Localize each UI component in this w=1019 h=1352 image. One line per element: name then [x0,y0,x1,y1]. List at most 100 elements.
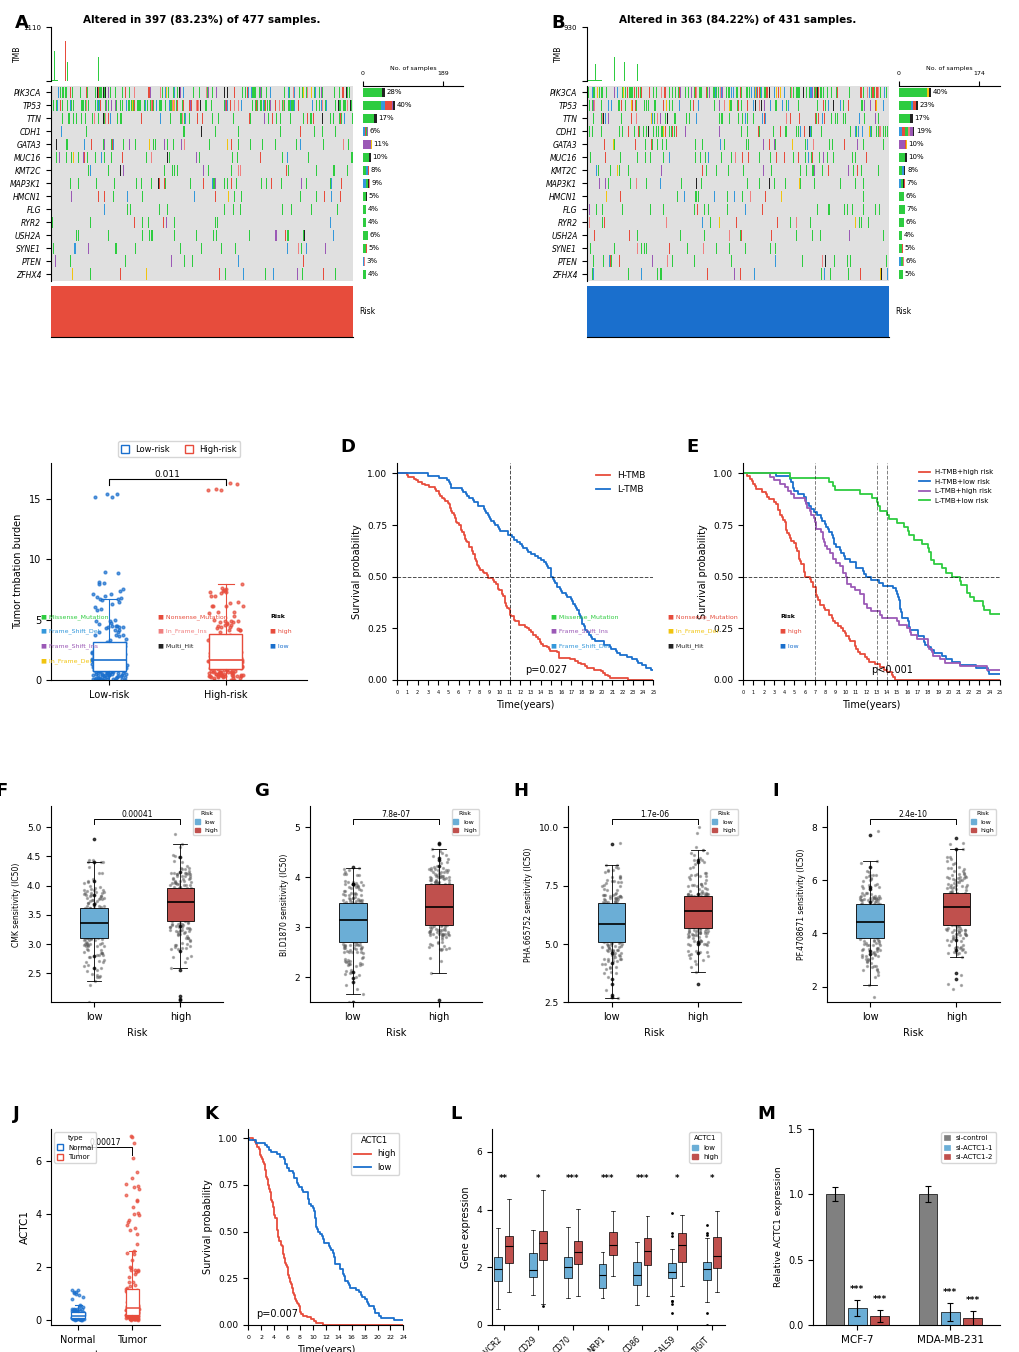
L-TMB+low risk [879,507,892,523]
Point [92,933,108,955]
Point [863,956,879,977]
Text: 4%: 4% [367,219,378,226]
Point [597,892,613,914]
Point [954,838,970,860]
Point [68,1302,85,1324]
Point [428,906,444,927]
Point [345,883,362,904]
Text: 11%: 11% [373,142,388,147]
L-TMB [644,661,656,677]
Point [423,873,439,895]
Point [439,899,455,921]
Point [125,1307,142,1329]
Point [87,877,103,899]
low [360,1294,372,1310]
Point [428,921,444,942]
Bar [363,178,366,188]
Point [603,833,620,854]
Point [855,884,871,906]
Point [166,823,182,845]
Point [602,934,619,956]
Point [421,937,437,959]
Point [426,891,442,913]
Point [111,591,127,612]
Point [612,900,629,922]
Point [84,911,100,933]
Point [605,869,622,891]
Text: ■ Nonsense_Mutation: ■ Nonsense_Mutation [667,614,737,619]
Point [683,898,699,919]
Point [94,588,110,610]
L-TMB+low risk [865,491,877,507]
L-TMB+low risk [938,564,951,580]
Point [82,923,98,945]
Point [335,892,352,914]
Bar [905,153,906,162]
Point [181,899,198,921]
Point [96,646,112,668]
Point [76,933,93,955]
Point [603,952,620,973]
Point [605,902,622,923]
Point [212,664,228,685]
Point [118,627,135,649]
Point [435,865,451,887]
Point [65,1307,82,1329]
Point [85,584,101,606]
Point [950,921,966,942]
Point [606,946,623,968]
Point [96,882,112,903]
Point [210,649,226,671]
Point [593,875,609,896]
Point [76,907,93,929]
Text: 10%: 10% [908,142,923,147]
Point [354,937,370,959]
H-TMB [460,533,472,549]
Point [122,1302,139,1324]
Point [122,1307,139,1329]
Point [206,668,222,690]
Point [82,946,98,968]
Point [118,1305,135,1326]
Point [355,909,371,930]
Point [689,852,705,873]
Point [129,1297,146,1318]
Text: ■ Multi_Hit: ■ Multi_Hit [158,644,194,649]
Point [699,842,715,864]
Point [117,662,133,684]
Point [94,929,110,950]
Point [607,911,624,933]
Point [95,907,111,929]
Point [596,953,612,975]
Point [869,894,886,915]
Point [166,861,182,883]
Point [594,884,610,906]
Point [64,1307,81,1329]
Point [865,965,881,987]
Point [600,937,616,959]
Point [952,964,968,986]
Point [91,888,107,910]
Point [424,845,440,867]
Point [121,1297,138,1318]
Point [68,1306,85,1328]
Bar [869,1315,888,1325]
Point [173,883,190,904]
Point [169,865,185,887]
Text: ■ low: ■ low [780,644,798,649]
Point [422,857,438,879]
Point [215,650,231,672]
Point [340,953,357,975]
Point [354,953,370,975]
Point [115,623,131,645]
Point [941,934,957,956]
Bar [904,127,907,137]
Point [869,902,886,923]
Point [603,869,620,891]
Point [685,891,701,913]
Point [860,904,876,926]
Point [82,886,98,907]
Point [685,895,701,917]
Point [852,921,868,942]
Point [946,914,962,936]
